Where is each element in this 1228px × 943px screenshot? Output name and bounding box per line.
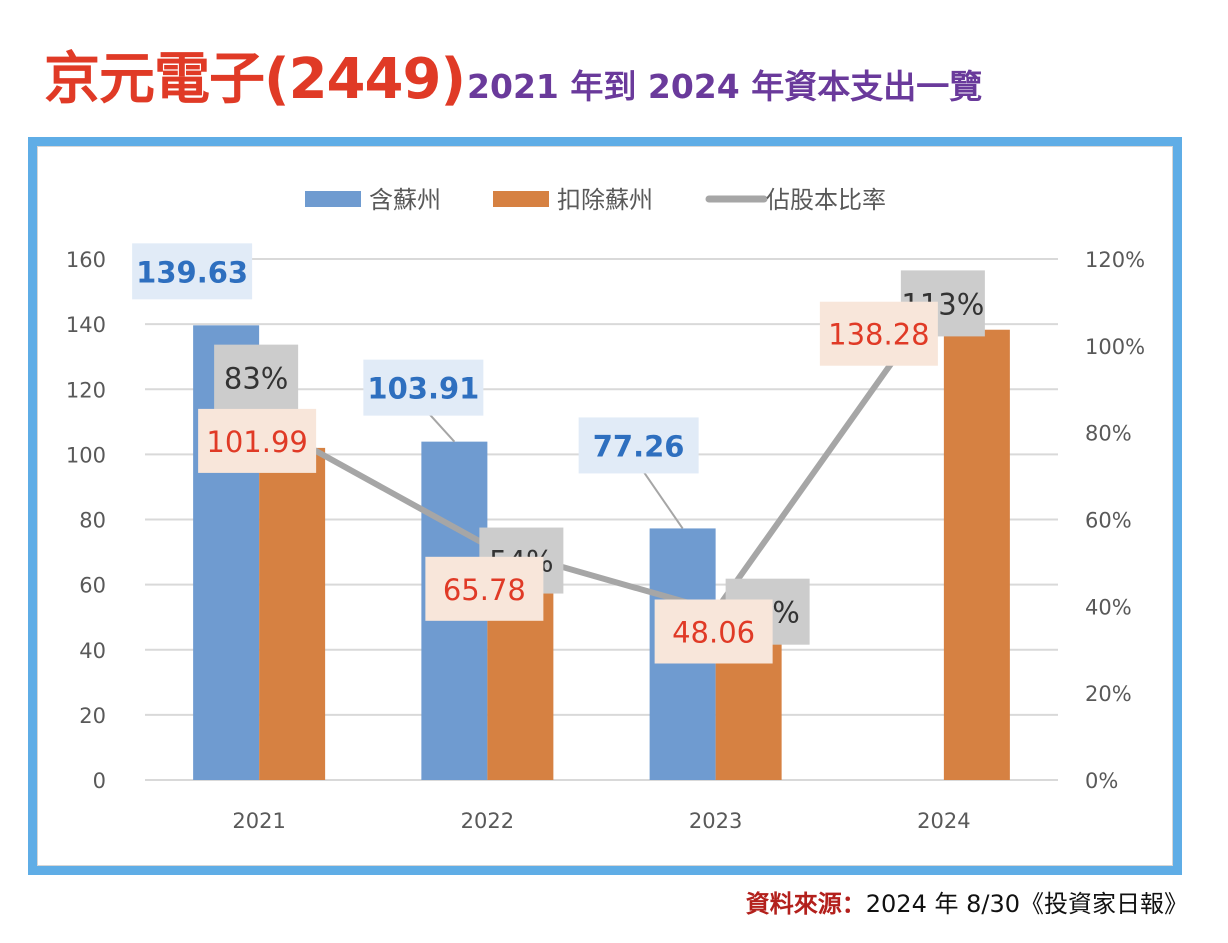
label-with-suzhou-box xyxy=(363,359,484,416)
label-excluding-suzhou-box xyxy=(425,556,544,621)
label-excluding-suzhou: 138.28 xyxy=(828,318,929,352)
axes: 0 20 40 60 80 100 120 140 160 0% 20% 40% 60% 80% 100% 1… xyxy=(66,248,1145,833)
label-with-suzhou: 77.26 xyxy=(593,429,685,463)
bar-excluding-suzhou xyxy=(259,447,326,780)
left-axis-tick: 0 xyxy=(93,769,106,793)
label-ratio: 83% xyxy=(224,362,288,396)
title-company: 京元電子(2449) xyxy=(44,47,466,112)
title-subtitle: 2021 年到 2024 年資本支出一覽 xyxy=(467,67,983,106)
legend-swatch xyxy=(305,191,361,207)
right-axis-tick: 100% xyxy=(1085,335,1145,359)
label-excluding-suzhou: 101.99 xyxy=(206,425,307,459)
left-axis-tick: 40 xyxy=(79,639,106,663)
data-labels: 139.63103.9177.2683%54%39%113%101.9965.7… xyxy=(132,243,985,664)
left-axis-tick: 60 xyxy=(79,574,106,598)
bar-excluding-suzhou xyxy=(943,329,1010,780)
label-excluding-suzhou: 48.06 xyxy=(672,616,755,650)
right-axis-tick: 120% xyxy=(1085,248,1145,272)
label-ratio-box xyxy=(214,344,299,411)
x-axis-tick: 2022 xyxy=(461,809,514,833)
label-excluding-suzhou-box xyxy=(654,599,773,664)
legend-label: 扣除蘇州 xyxy=(557,186,653,214)
ratio-line-path xyxy=(257,287,947,614)
leader-line xyxy=(639,466,684,529)
bars xyxy=(193,325,1010,780)
left-axis-tick: 100 xyxy=(66,443,106,467)
legend-swatch xyxy=(493,191,549,207)
right-axis-tick: 80% xyxy=(1085,422,1132,446)
source-text: 2024 年 8/30《投資家日報》 xyxy=(865,890,1188,918)
right-axis-tick: 40% xyxy=(1085,595,1132,619)
label-with-suzhou: 139.63 xyxy=(136,255,248,289)
label-excluding-suzhou-box xyxy=(198,408,317,473)
legend-label: 含蘇州 xyxy=(369,186,441,214)
label-with-suzhou-box xyxy=(132,243,253,300)
left-axis-tick: 20 xyxy=(79,704,106,728)
source-note: 資料來源：2024 年 8/30《投資家日報》 xyxy=(746,884,1188,919)
source-label: 資料來源： xyxy=(745,890,866,918)
legend: 含蘇州 扣除蘇州 佔股本比率 xyxy=(305,186,886,214)
left-axis-tick: 120 xyxy=(66,378,106,402)
label-excluding-suzhou-box xyxy=(819,301,938,366)
label-with-suzhou: 103.91 xyxy=(367,372,479,406)
right-axis-tick: 0% xyxy=(1085,769,1118,793)
right-axis-tick: 60% xyxy=(1085,509,1132,533)
label-excluding-suzhou: 65.78 xyxy=(443,573,526,607)
label-with-suzhou-box xyxy=(578,417,699,474)
right-axis-tick: 20% xyxy=(1085,682,1132,706)
x-axis-tick: 2023 xyxy=(689,809,742,833)
left-axis-tick: 80 xyxy=(79,509,106,533)
x-axis-tick: 2024 xyxy=(917,809,970,833)
title: 京元電子(2449)2021 年到 2024 年資本支出一覽 xyxy=(44,34,982,124)
legend-label: 佔股本比率 xyxy=(766,186,886,214)
left-axis-tick: 160 xyxy=(66,248,106,272)
left-axis-tick: 140 xyxy=(66,313,106,337)
x-axis-tick: 2021 xyxy=(232,809,285,833)
